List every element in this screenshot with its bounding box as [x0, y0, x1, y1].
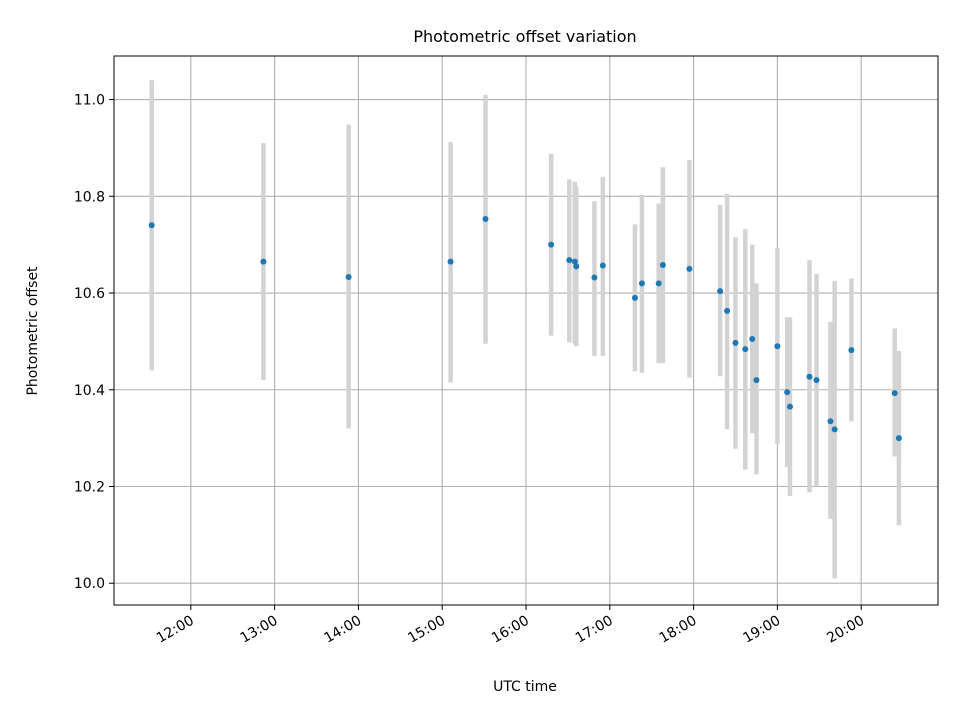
x-tick-label: 13:00	[238, 613, 281, 647]
x-tick-label: 19:00	[740, 613, 783, 647]
data-point	[548, 241, 555, 248]
data-point	[659, 261, 666, 268]
data-point	[148, 222, 155, 229]
data-point	[732, 339, 739, 346]
y-axis-label: Photometric offset	[25, 266, 41, 396]
y-tick-label: 10.2	[74, 479, 105, 495]
data-point	[655, 280, 662, 287]
x-tick-label: 12:00	[154, 613, 197, 647]
y-tick-label: 10.4	[74, 383, 105, 399]
x-tick-label: 15:00	[405, 613, 448, 647]
data-point	[813, 377, 820, 384]
data-point	[724, 307, 731, 314]
data-point	[345, 274, 352, 281]
data-point	[891, 390, 898, 397]
data-point	[827, 418, 834, 425]
x-tick-label: 20:00	[824, 613, 867, 647]
y-tick-label: 10.8	[74, 189, 105, 205]
data-point	[717, 288, 724, 295]
data-point	[571, 258, 578, 265]
data-point	[784, 389, 791, 396]
data-point	[591, 274, 598, 281]
data-point	[573, 263, 580, 270]
data-point	[831, 426, 838, 433]
x-tick-label: 16:00	[489, 613, 532, 647]
data-point	[895, 435, 902, 442]
data-point	[742, 346, 749, 353]
grid	[114, 56, 938, 605]
data-point	[786, 403, 793, 410]
x-tick-label: 17:00	[573, 613, 616, 647]
error-bars	[149, 80, 902, 579]
x-tick-label: 14:00	[321, 613, 364, 647]
data-point	[482, 216, 489, 223]
y-tick-label: 10.6	[74, 286, 105, 302]
data-point	[806, 373, 813, 380]
data-point	[260, 258, 267, 265]
y-tick-label: 11.0	[74, 93, 105, 109]
data-point	[848, 347, 855, 354]
data-point	[638, 280, 645, 287]
chart-title: Photometric offset variation	[413, 27, 636, 46]
data-point	[599, 262, 606, 269]
data-point	[566, 257, 573, 264]
data-point	[774, 343, 781, 350]
x-axis-label: UTC time	[493, 679, 557, 695]
data-point	[447, 258, 454, 265]
data-point	[749, 335, 756, 342]
x-tick-label: 18:00	[657, 613, 700, 647]
data-point	[753, 377, 760, 384]
y-tick-label: 10.0	[74, 576, 105, 592]
plot-frame	[113, 55, 939, 606]
data-points	[148, 216, 902, 442]
data-point	[686, 265, 693, 272]
data-point	[631, 294, 638, 301]
